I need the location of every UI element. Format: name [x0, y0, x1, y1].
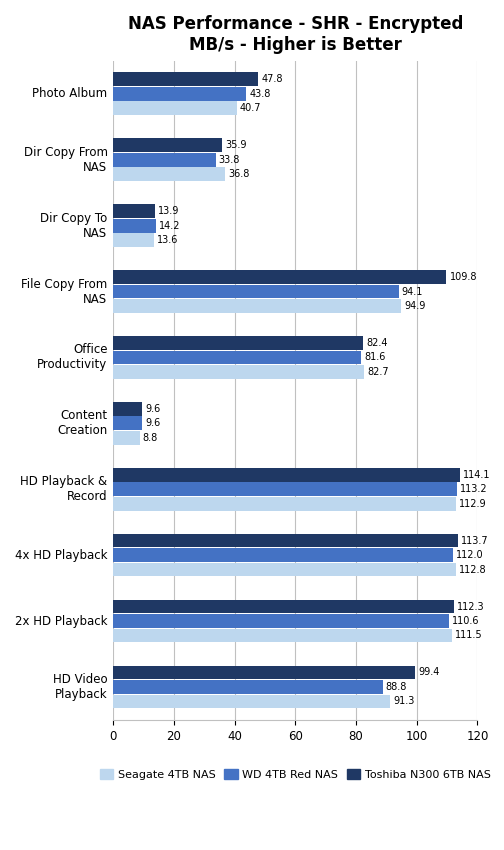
Bar [113, 270, 447, 284]
Text: 33.8: 33.8 [219, 155, 240, 165]
Text: 109.8: 109.8 [450, 272, 477, 282]
Text: 81.6: 81.6 [364, 353, 385, 362]
Bar [113, 416, 142, 430]
Text: 112.0: 112.0 [456, 550, 484, 560]
Text: 91.3: 91.3 [393, 696, 415, 706]
Text: 114.1: 114.1 [463, 470, 490, 479]
Text: 94.9: 94.9 [404, 301, 426, 311]
Bar [113, 599, 454, 614]
Text: 8.8: 8.8 [143, 433, 158, 443]
Bar [113, 468, 460, 482]
Bar [113, 87, 246, 101]
Bar [113, 497, 456, 511]
Bar [113, 153, 216, 167]
Text: 94.1: 94.1 [402, 286, 423, 297]
Text: 88.8: 88.8 [386, 682, 407, 692]
Bar [113, 218, 156, 233]
Text: 9.6: 9.6 [145, 418, 160, 428]
Bar [113, 548, 453, 562]
Text: 113.7: 113.7 [461, 536, 489, 546]
Bar [113, 666, 415, 679]
Text: 99.4: 99.4 [418, 667, 439, 677]
Bar [113, 101, 237, 116]
Bar [113, 614, 449, 628]
Bar [113, 139, 222, 152]
Bar [113, 299, 401, 313]
Text: 111.5: 111.5 [455, 631, 482, 641]
Text: 82.4: 82.4 [366, 338, 388, 348]
Text: 35.9: 35.9 [225, 140, 246, 150]
Text: 82.7: 82.7 [367, 367, 389, 377]
Bar [113, 72, 258, 86]
Text: 43.8: 43.8 [249, 89, 271, 99]
Text: 9.6: 9.6 [145, 404, 160, 414]
Bar [113, 534, 458, 547]
Text: 36.8: 36.8 [228, 169, 249, 179]
Text: 112.8: 112.8 [459, 564, 486, 575]
Bar [113, 233, 154, 247]
Bar [113, 336, 363, 350]
Legend: Seagate 4TB NAS, WD 4TB Red NAS, Toshiba N300 6TB NAS: Seagate 4TB NAS, WD 4TB Red NAS, Toshiba… [95, 765, 495, 785]
Bar [113, 402, 142, 416]
Text: 112.9: 112.9 [459, 499, 486, 508]
Text: 112.3: 112.3 [457, 602, 485, 611]
Bar [113, 365, 364, 379]
Bar [113, 680, 383, 694]
Bar [113, 350, 361, 365]
Bar [113, 431, 140, 445]
Bar [113, 204, 155, 218]
Text: 13.6: 13.6 [157, 235, 179, 245]
Text: 47.8: 47.8 [261, 74, 283, 84]
Bar [113, 563, 456, 576]
Text: 13.9: 13.9 [158, 207, 180, 216]
Text: 14.2: 14.2 [159, 221, 181, 230]
Bar [113, 285, 399, 298]
Title: NAS Performance - SHR - Encrypted
MB/s - Higher is Better: NAS Performance - SHR - Encrypted MB/s -… [128, 15, 463, 54]
Text: 110.6: 110.6 [452, 616, 479, 626]
Bar [113, 482, 457, 496]
Text: 113.2: 113.2 [460, 484, 487, 494]
Bar [113, 167, 225, 181]
Bar [113, 694, 390, 708]
Text: 40.7: 40.7 [240, 104, 261, 113]
Bar [113, 629, 452, 643]
